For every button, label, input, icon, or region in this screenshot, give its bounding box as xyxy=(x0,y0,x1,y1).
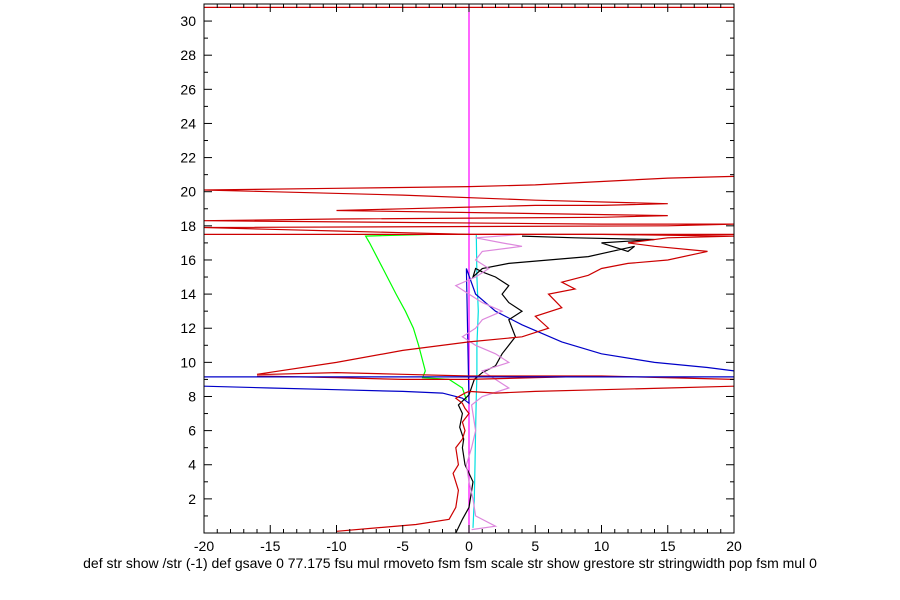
y-tick-label: 30 xyxy=(180,13,196,29)
y-tick-label: 2 xyxy=(188,491,196,507)
y-tick-label: 6 xyxy=(188,423,196,439)
y-tick-label: 26 xyxy=(180,81,196,97)
x-tick-label: 15 xyxy=(660,538,676,554)
series-layer xyxy=(204,4,734,533)
series-line-3 xyxy=(472,234,479,528)
x-axis-label: def str show /str (-1) def gsave 0 77.17… xyxy=(83,555,817,571)
x-tick-label: -20 xyxy=(194,538,214,554)
y-tick-label: 28 xyxy=(180,47,196,63)
y-tick-label: 14 xyxy=(180,286,196,302)
x-tick-label: -10 xyxy=(326,538,346,554)
series-line-8 xyxy=(204,175,734,380)
series-line-4 xyxy=(204,268,734,405)
x-tick-label: 5 xyxy=(531,538,539,554)
x-tick-label: 10 xyxy=(594,538,610,554)
x-tick-label: -5 xyxy=(397,538,410,554)
y-tick-label: 8 xyxy=(188,388,196,404)
y-tick-label: 10 xyxy=(180,354,196,370)
y-tick-label: 4 xyxy=(188,457,196,473)
x-tick-label: 0 xyxy=(465,538,473,554)
y-tick-label: 12 xyxy=(180,320,196,336)
y-tick-label: 20 xyxy=(180,184,196,200)
x-tick-label: 20 xyxy=(726,538,742,554)
y-tick-label: 22 xyxy=(180,150,196,166)
ticks-layer: -20 -15 -10 -5 0 5 10 15 20246810121416182022242… xyxy=(180,3,742,554)
y-tick-label: 18 xyxy=(180,218,196,234)
series-line-6 xyxy=(454,233,523,531)
y-tick-label: 16 xyxy=(180,252,196,268)
y-tick-label: 24 xyxy=(180,115,196,131)
x-tick-label: -15 xyxy=(260,538,280,554)
series-line-7 xyxy=(336,385,734,532)
series-line-5 xyxy=(455,235,655,533)
